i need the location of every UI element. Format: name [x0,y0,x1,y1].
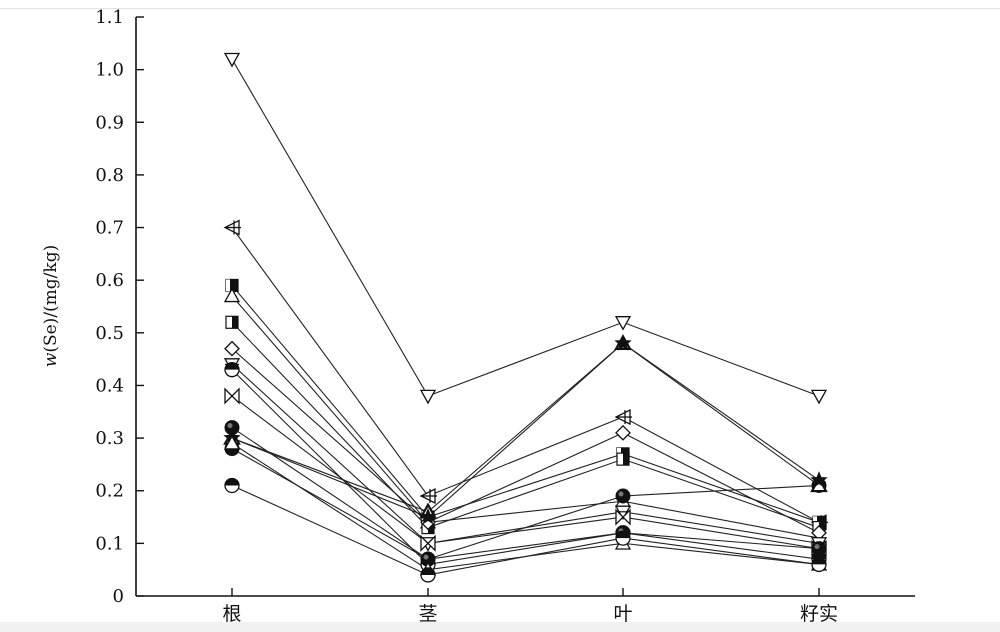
data-point [223,219,241,236]
series-markers [223,52,828,583]
data-point [223,52,241,68]
data-point [224,477,240,494]
data-point [614,316,632,331]
data-point [419,487,437,505]
data-point [810,471,828,488]
y-axis-title: w(Se)/(mg/kg) [41,245,61,367]
series-line [231,285,820,523]
data-point [615,424,631,441]
data-point [614,334,632,351]
series-line [231,369,820,566]
series-line [231,395,820,550]
series-line [231,295,820,539]
y-tick-label: 0.7 [95,218,124,239]
data-point [810,389,828,405]
y-tick-label: 0.3 [95,428,124,449]
bottom-band [0,622,1000,632]
y-tick-label: 0.6 [95,270,124,291]
data-point [419,507,437,525]
data-point [224,387,240,405]
x-category-label: 籽实 [800,603,838,625]
y-tick-label: 0.9 [95,112,124,133]
data-point [223,287,241,303]
data-point [615,488,631,504]
y-tick-label: 0.8 [95,165,124,186]
y-tick-label: 0 [113,586,124,607]
series-line [231,348,820,534]
data-point [811,556,827,573]
series-line [231,484,820,576]
data-point [419,389,437,405]
series-line [231,342,820,518]
data-point [615,508,631,526]
y-tick-label: 0.5 [95,323,124,344]
data-point [225,315,239,329]
y-tick-label: 0.4 [95,375,124,396]
data-point [224,340,240,357]
series-line [231,321,820,529]
data-point [615,530,631,546]
y-tick-label: 1.0 [95,60,124,81]
data-point [614,408,632,426]
series-line [231,427,820,560]
data-point [420,534,436,552]
x-category-label: 叶 [613,603,632,625]
y-tick-label: 0.2 [95,481,124,502]
series-lines [231,58,820,576]
series-line [231,58,820,397]
data-point [420,567,436,583]
series-line [231,448,820,560]
data-point [223,435,241,450]
x-category-label: 茎 [418,603,437,625]
axes [135,16,915,597]
series-line [231,227,820,523]
series-line [231,363,820,544]
y-tick-label: 1.1 [95,7,124,28]
series-line [231,342,820,513]
data-point [224,362,240,378]
top-divider [0,8,1000,9]
data-point [616,452,630,466]
axis-labels: 0 0.1 0.2 0.3 0.4 0.5 0.6 0.7 0.8 0.9 1.0 1.1 根 茎 叶 籽实 w… [41,7,838,625]
y-tick-label: 0.1 [95,533,124,554]
data-point [811,541,827,557]
x-category-label: 根 [222,603,241,625]
